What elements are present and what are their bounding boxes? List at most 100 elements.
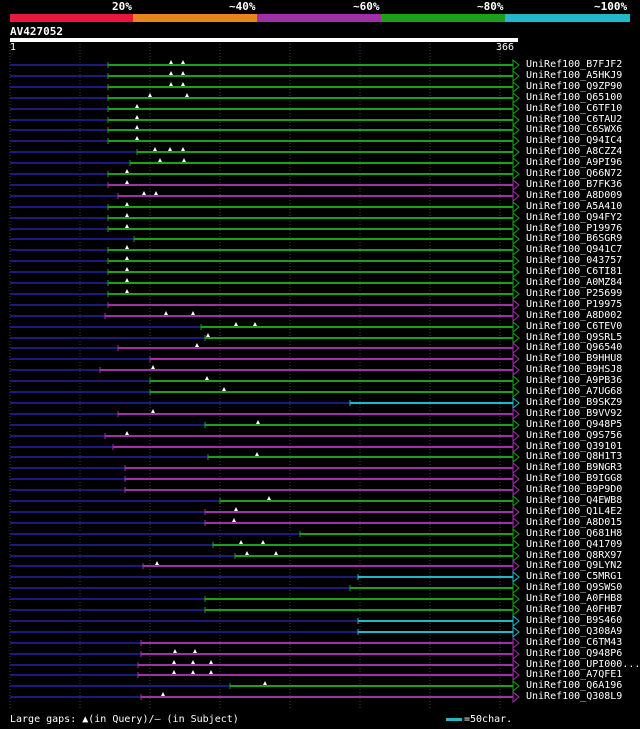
- hit-label[interactable]: UniRef100_Q681H8: [526, 528, 623, 539]
- hit-arrow-head: [512, 461, 520, 475]
- hit-label[interactable]: UniRef100_A8D002: [526, 310, 623, 321]
- query-gap-marker: [253, 322, 257, 326]
- hit-label[interactable]: UniRef100_P19976: [526, 223, 623, 234]
- color-segment-40: [133, 14, 257, 22]
- hit-arrow-head: [512, 156, 520, 170]
- hit-label[interactable]: UniRef100_B9HHU8: [526, 353, 623, 364]
- hit-label[interactable]: UniRef100_C5MRG1: [526, 571, 623, 582]
- hit-label[interactable]: UniRef100_Q8RX97: [526, 550, 623, 561]
- scale-swatch: [446, 717, 462, 721]
- hit-label[interactable]: UniRef100_A0FHB8: [526, 593, 623, 604]
- hit-label[interactable]: UniRef100_P19975: [526, 299, 623, 310]
- hit-label[interactable]: UniRef100_A5A410: [526, 201, 623, 212]
- hit-arrow-head: [512, 668, 520, 682]
- hit-arrow-head: [512, 429, 520, 443]
- hit-label[interactable]: UniRef100_Q308A9: [526, 626, 623, 637]
- hit-label[interactable]: UniRef100_B9VV92: [526, 408, 623, 419]
- hit-label[interactable]: UniRef100_C6TEV0: [526, 321, 623, 332]
- percent-label-40: ~40%: [229, 0, 256, 13]
- color-segment-100: [505, 14, 630, 22]
- hit-label[interactable]: UniRef100_UPI000...: [526, 659, 640, 670]
- hit-arrow-head: [512, 352, 520, 366]
- hit-label[interactable]: UniRef100_Q948P5: [526, 419, 623, 430]
- hit-label[interactable]: UniRef100_B9HSJ8: [526, 364, 623, 375]
- hit-label[interactable]: UniRef100_B7FK36: [526, 179, 623, 190]
- query-gap-marker: [181, 147, 185, 151]
- query-gap-marker: [185, 93, 189, 97]
- hit-label[interactable]: UniRef100_Q308L9: [526, 691, 623, 702]
- hit-label[interactable]: UniRef100_C6TI81: [526, 266, 623, 277]
- hit-label[interactable]: UniRef100_B6SGR9: [526, 233, 623, 244]
- scale-text: =50char.: [464, 714, 513, 725]
- hit-label[interactable]: UniRef100_Q41709: [526, 539, 623, 550]
- hit-label[interactable]: UniRef100_Q941C7: [526, 244, 623, 255]
- hit-label[interactable]: UniRef100_Q9S756: [526, 430, 623, 441]
- hit-label[interactable]: UniRef100_B9NGR3: [526, 462, 623, 473]
- hit-arrow-head: [512, 679, 520, 693]
- hit-label[interactable]: UniRef100_A0FHB7: [526, 604, 623, 615]
- hit-label[interactable]: UniRef100_A8D015: [526, 517, 623, 528]
- hit-label[interactable]: UniRef100_Q39101: [526, 441, 623, 452]
- color-segment-20: [10, 14, 133, 22]
- hit-arrow-head: [512, 178, 520, 192]
- hit-arrow-head: [512, 276, 520, 290]
- hit-label[interactable]: UniRef100_Q8H1T3: [526, 451, 623, 462]
- hit-arrow-head: [512, 581, 520, 595]
- hit-label[interactable]: UniRef100_Q9SRL5: [526, 332, 623, 343]
- query-gap-marker: [193, 649, 197, 653]
- hit-label[interactable]: UniRef100_Q65100: [526, 92, 623, 103]
- query-gap-marker: [255, 452, 259, 456]
- query-gap-marker: [142, 191, 146, 195]
- hit-label[interactable]: UniRef100_B9S460: [526, 615, 623, 626]
- hit-label[interactable]: UniRef100_A8CZZ4: [526, 146, 623, 157]
- hit-label[interactable]: UniRef100_P25699: [526, 288, 623, 299]
- hit-label[interactable]: UniRef100_B9IGG8: [526, 473, 623, 484]
- hit-label[interactable]: UniRef100_A7QFE1: [526, 669, 623, 680]
- hit-label[interactable]: UniRef100_A0MZ84: [526, 277, 623, 288]
- hit-label[interactable]: UniRef100_Q94IC4: [526, 135, 623, 146]
- query-gap-marker: [195, 343, 199, 347]
- hit-label[interactable]: UniRef100_Q94FY2: [526, 212, 623, 223]
- hit-label[interactable]: UniRef100_C6TAU2: [526, 114, 623, 125]
- hit-label[interactable]: UniRef100_C6TM43: [526, 637, 623, 648]
- hit-label[interactable]: UniRef100_A9PI96: [526, 157, 623, 168]
- hit-label[interactable]: UniRef100_B7FJF2: [526, 59, 623, 70]
- hit-label[interactable]: UniRef100_Q9LYN2: [526, 560, 623, 571]
- hit-label[interactable]: UniRef100_Q6A196: [526, 680, 623, 691]
- hit-arrow-head: [512, 440, 520, 454]
- hit-label[interactable]: UniRef100_Q66N72: [526, 168, 623, 179]
- hit-label[interactable]: UniRef100_A8D009: [526, 190, 623, 201]
- hit-label[interactable]: UniRef100_B9P9D0: [526, 484, 623, 495]
- query-gap-marker: [181, 82, 185, 86]
- hit-arrow-head: [512, 396, 520, 410]
- query-gap-marker: [135, 115, 139, 119]
- hit-label[interactable]: UniRef100_Q96540: [526, 342, 623, 353]
- query-gap-marker: [191, 311, 195, 315]
- query-gap-marker: [125, 431, 129, 435]
- hit-arrow-head: [512, 222, 520, 236]
- hit-label[interactable]: UniRef100_A9PB36: [526, 375, 623, 386]
- hit-label[interactable]: UniRef100_B9SKZ9: [526, 397, 623, 408]
- hit-arrow-head: [512, 636, 520, 650]
- hit-label[interactable]: UniRef100_Q948P6: [526, 648, 623, 659]
- hit-label[interactable]: UniRef100_043757: [526, 255, 623, 266]
- query-bar: [10, 38, 518, 42]
- hit-arrow-head: [512, 189, 520, 203]
- hit-label[interactable]: UniRef100_A5HKJ9: [526, 70, 623, 81]
- hit-label[interactable]: UniRef100_Q4EWB8: [526, 495, 623, 506]
- hit-label[interactable]: UniRef100_C6TF10: [526, 103, 623, 114]
- hit-arrow-head: [512, 603, 520, 617]
- hit-label[interactable]: UniRef100_Q9ZP90: [526, 81, 623, 92]
- hit-arrow-head: [512, 265, 520, 279]
- hit-label[interactable]: UniRef100_Q9SWS0: [526, 582, 623, 593]
- query-gap-marker: [135, 104, 139, 108]
- legend-gaps: Large gaps: ▲(in Query)/— (in Subject): [10, 714, 239, 725]
- query-gap-marker: [209, 660, 213, 664]
- hit-arrow-head: [512, 58, 520, 72]
- hit-label[interactable]: UniRef100_C6SWX6: [526, 124, 623, 135]
- hit-label[interactable]: UniRef100_Q1L4E2: [526, 506, 623, 517]
- hit-label[interactable]: UniRef100_A7UG68: [526, 386, 623, 397]
- hit-arrow-head: [512, 232, 520, 246]
- query-gap-marker: [172, 670, 176, 674]
